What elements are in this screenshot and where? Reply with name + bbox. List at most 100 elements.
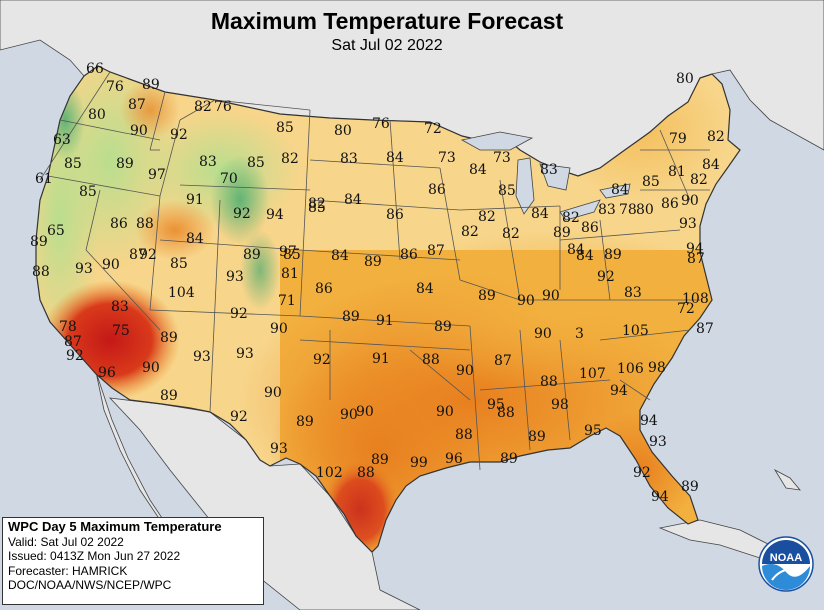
temperature-label: 89 — [681, 479, 699, 495]
temperature-label: 84 — [611, 182, 629, 198]
temperature-label: 92 — [313, 352, 331, 368]
temperature-label: 89 — [342, 309, 360, 325]
temperature-label: 99 — [410, 455, 428, 471]
temperature-label: 76 — [214, 99, 232, 115]
temperature-label: 78 — [619, 202, 637, 218]
temperature-label: 87 — [128, 97, 146, 113]
temperature-label: 86 — [428, 182, 446, 198]
temperature-label: 97 — [148, 167, 166, 183]
temperature-label: 76 — [106, 79, 124, 95]
temperature-label: 82 — [461, 224, 479, 240]
temperature-label: 92 — [170, 127, 188, 143]
info-forecaster: Forecaster: HAMRICK — [8, 563, 128, 578]
temperature-label: 90 — [681, 193, 699, 209]
temperature-label: 73 — [438, 150, 456, 166]
temperature-label: 91 — [376, 313, 394, 329]
temperature-label: 108 — [682, 291, 709, 307]
temperature-label: 91 — [186, 192, 204, 208]
info-heading: WPC Day 5 Maximum Temperature — [8, 519, 222, 534]
temperature-label: 90 — [102, 257, 120, 273]
temperature-label: 82 — [194, 99, 212, 115]
temperature-label: 89 — [500, 451, 518, 467]
temperature-label: 82 — [690, 172, 708, 188]
temperature-label: 89 — [371, 452, 389, 468]
temperature-label: 85 — [79, 184, 97, 200]
temperature-label: 82 — [308, 196, 326, 212]
temperature-label: 80 — [88, 107, 106, 123]
temperature-label: 83 — [540, 162, 558, 178]
temperature-label: 97 — [279, 244, 297, 260]
temperature-label: 84 — [576, 248, 594, 264]
temperature-label: 92 — [633, 465, 651, 481]
temperature-label: 94 — [266, 207, 284, 223]
temperature-label: 85 — [170, 256, 188, 272]
temperature-label: 90 — [436, 404, 454, 420]
temperature-label: 83 — [111, 299, 129, 315]
temperature-label: 93 — [75, 261, 93, 277]
temperature-label: 89 — [30, 234, 48, 250]
temperature-label: 82 — [502, 226, 520, 242]
temperature-label: 65 — [47, 223, 65, 239]
temperature-label: 86 — [315, 281, 333, 297]
temperature-label: 88 — [497, 405, 515, 421]
temperature-label: 63 — [53, 132, 71, 148]
temperature-label: 92 — [597, 269, 615, 285]
temperature-label: 90 — [542, 288, 560, 304]
temperature-label: 86 — [400, 247, 418, 263]
temperature-label: 105 — [622, 323, 649, 339]
temperature-label: 87 — [494, 353, 512, 369]
temperature-label: 93 — [679, 216, 697, 232]
temperature-label: 85 — [64, 156, 82, 172]
temperature-label: 89 — [434, 319, 452, 335]
temperature-label: 89 — [528, 429, 546, 445]
temperature-label: 83 — [598, 202, 616, 218]
temperature-label: 90 — [517, 293, 535, 309]
temperature-label: 85 — [247, 155, 265, 171]
temperature-label: 95 — [584, 423, 602, 439]
temperature-label: 82 — [562, 210, 580, 226]
temperature-label: 107 — [579, 366, 606, 382]
temperature-label: 84 — [531, 206, 549, 222]
temperature-label: 93 — [649, 434, 667, 450]
temperature-label: 89 — [160, 330, 178, 346]
temperature-label: 104 — [168, 285, 195, 301]
temperature-label: 84 — [344, 192, 362, 208]
temperature-label: 79 — [669, 131, 687, 147]
temperature-label: 95 — [487, 397, 505, 413]
temperature-label: 84 — [469, 162, 487, 178]
temperature-label: 96 — [445, 451, 463, 467]
svg-text:NOAA: NOAA — [770, 552, 802, 564]
temperature-label: 89 — [478, 288, 496, 304]
temperature-label: 82 — [281, 151, 299, 167]
temperature-label: 89 — [142, 77, 160, 93]
temperature-label: 93 — [193, 349, 211, 365]
temperature-label: 87 — [696, 321, 714, 337]
temperature-label: 84 — [567, 242, 585, 258]
temperature-label: 94 — [651, 489, 669, 505]
temperature-label: 106 — [617, 361, 644, 377]
temperature-label: 70 — [220, 171, 238, 187]
temperature-label: 84 — [331, 248, 349, 264]
temperature-label: 85 — [308, 200, 326, 216]
temperature-label: 85 — [276, 120, 294, 136]
temperature-label: 85 — [283, 247, 301, 263]
info-valid: Valid: Sat Jul 02 2022 — [8, 534, 124, 549]
temperature-label: 92 — [230, 409, 248, 425]
temperature-label: 87 — [427, 243, 445, 259]
temperature-label: 92 — [233, 206, 251, 222]
temperature-label: 80 — [636, 202, 654, 218]
temperature-label: 96 — [98, 365, 116, 381]
temperature-label: 84 — [416, 281, 434, 297]
temperature-label: 88 — [422, 352, 440, 368]
noaa-logo: NOAA — [758, 536, 814, 592]
temperature-label: 83 — [624, 285, 642, 301]
info-box: WPC Day 5 Maximum Temperature Valid: Sat… — [2, 517, 264, 605]
temperature-label: 89 — [364, 254, 382, 270]
temperature-label: 86 — [581, 220, 599, 236]
map-subtitle: Sat Jul 02 2022 — [331, 37, 443, 54]
temperature-label: 90 — [356, 404, 374, 420]
temperature-label: 98 — [648, 360, 666, 376]
temperature-label: 93 — [270, 441, 288, 457]
